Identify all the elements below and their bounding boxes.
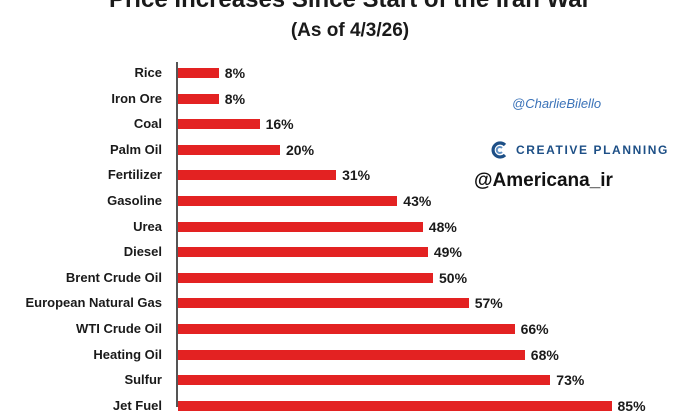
- data-label: 50%: [439, 269, 468, 286]
- category-label: Diesel: [123, 244, 162, 260]
- bar: [178, 119, 260, 130]
- data-label: 57%: [474, 295, 503, 312]
- category-label: Fertilizer: [107, 167, 162, 183]
- bar: [178, 144, 280, 155]
- creative-planning-logo-icon: [491, 141, 507, 159]
- bar: [178, 400, 612, 411]
- category-label: Rice: [134, 65, 162, 80]
- bar: [178, 298, 469, 309]
- category-label: Brent Crude Oil: [65, 269, 162, 285]
- category-label: Palm Oil: [109, 141, 162, 157]
- bar: [178, 375, 551, 386]
- data-label: 48%: [428, 218, 457, 235]
- category-label: Heating Oil: [93, 346, 162, 362]
- category-axis-line: [176, 62, 178, 407]
- bar: [178, 272, 433, 283]
- data-label: 68%: [530, 346, 559, 363]
- category-label: Iron Ore: [111, 90, 162, 106]
- category-label: European Natural Gas: [25, 295, 162, 311]
- bar: [178, 324, 515, 334]
- data-label: 49%: [433, 244, 462, 261]
- author-handle: @CharlieBilello: [512, 96, 602, 111]
- category-label: Sulfur: [124, 372, 162, 388]
- category-label: WTI Crude Oil: [76, 321, 162, 336]
- data-label: 73%: [556, 372, 585, 389]
- category-label: Gasoline: [107, 193, 162, 208]
- chart-subtitle: (As of 4/3/26): [290, 20, 410, 41]
- data-label: 8%: [224, 90, 246, 107]
- bar: [178, 170, 337, 181]
- watermark-handle: @Americana_ir: [474, 170, 613, 191]
- bar: [178, 68, 219, 78]
- data-label: 43%: [403, 193, 432, 209]
- data-label: 85%: [617, 397, 646, 414]
- data-label: 16%: [265, 116, 294, 133]
- category-label: Urea: [133, 218, 162, 234]
- bar: [178, 247, 428, 258]
- bar: [178, 349, 525, 360]
- category-label: Coal: [133, 116, 162, 132]
- bar: [178, 93, 219, 104]
- brand-name: CREATIVE PLANNING: [516, 143, 669, 157]
- data-label: 31%: [342, 167, 371, 184]
- brand-logo: CREATIVE PLANNING: [490, 139, 669, 161]
- data-label: 20%: [286, 141, 315, 158]
- data-label: 8%: [224, 65, 246, 81]
- data-label: 66%: [520, 321, 549, 337]
- chart-title: Price Increases Since Start of the Iran …: [0, 0, 700, 14]
- bar: [178, 196, 398, 206]
- category-label: Jet Fuel: [112, 397, 162, 413]
- bar: [178, 221, 423, 232]
